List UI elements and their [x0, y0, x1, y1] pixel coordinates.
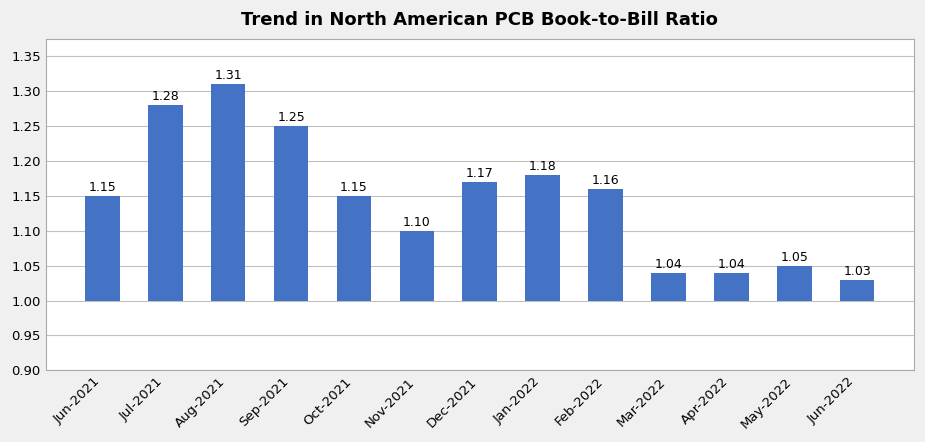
Text: 1.04: 1.04 — [718, 258, 746, 271]
Text: 1.25: 1.25 — [278, 111, 305, 124]
Text: 1.18: 1.18 — [529, 160, 557, 173]
Bar — [337, 196, 371, 301]
Bar — [525, 175, 560, 301]
Title: Trend in North American PCB Book-to-Bill Ratio: Trend in North American PCB Book-to-Bill… — [241, 11, 718, 29]
Text: 1.05: 1.05 — [781, 251, 808, 263]
Bar — [400, 231, 434, 301]
Text: 1.31: 1.31 — [215, 69, 242, 82]
Text: 1.17: 1.17 — [466, 167, 494, 180]
Bar — [714, 273, 748, 301]
Bar — [211, 84, 245, 301]
Text: 1.16: 1.16 — [592, 174, 620, 187]
Text: 1.04: 1.04 — [655, 258, 683, 271]
Text: 1.03: 1.03 — [844, 265, 871, 278]
Text: 1.10: 1.10 — [403, 216, 431, 229]
Bar — [148, 105, 182, 301]
Bar — [85, 196, 119, 301]
Bar — [588, 189, 623, 301]
Bar — [840, 280, 874, 301]
Bar — [274, 126, 308, 301]
Text: 1.15: 1.15 — [89, 181, 117, 194]
Text: 1.15: 1.15 — [340, 181, 368, 194]
Text: 1.28: 1.28 — [152, 90, 179, 103]
Bar — [777, 266, 811, 301]
Bar — [651, 273, 685, 301]
Bar — [462, 182, 497, 301]
